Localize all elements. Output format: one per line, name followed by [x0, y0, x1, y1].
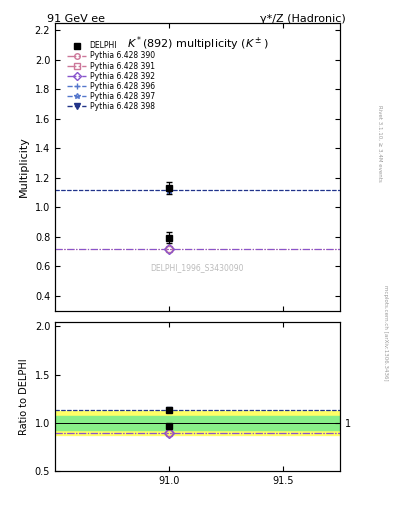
Bar [55, 416, 340, 430]
Text: mcplots.cern.ch [arXiv:1306.3436]: mcplots.cern.ch [arXiv:1306.3436] [384, 285, 388, 380]
Text: 91 GeV ee: 91 GeV ee [47, 14, 105, 25]
Y-axis label: Ratio to DELPHI: Ratio to DELPHI [19, 358, 29, 435]
Text: DELPHI_1996_S3430090: DELPHI_1996_S3430090 [151, 263, 244, 272]
Text: γ*/Z (Hadronic): γ*/Z (Hadronic) [260, 14, 346, 25]
Y-axis label: Multiplicity: Multiplicity [19, 136, 29, 197]
Text: $\mathit{K}^*(892)$ multiplicity ($K^\pm$): $\mathit{K}^*(892)$ multiplicity ($K^\pm… [127, 34, 268, 53]
Text: Rivet 3.1.10, ≥ 3.4M events: Rivet 3.1.10, ≥ 3.4M events [377, 105, 382, 182]
Bar [55, 411, 340, 435]
Legend: DELPHI, Pythia 6.428 390, Pythia 6.428 391, Pythia 6.428 392, Pythia 6.428 396, : DELPHI, Pythia 6.428 390, Pythia 6.428 3… [67, 41, 155, 111]
